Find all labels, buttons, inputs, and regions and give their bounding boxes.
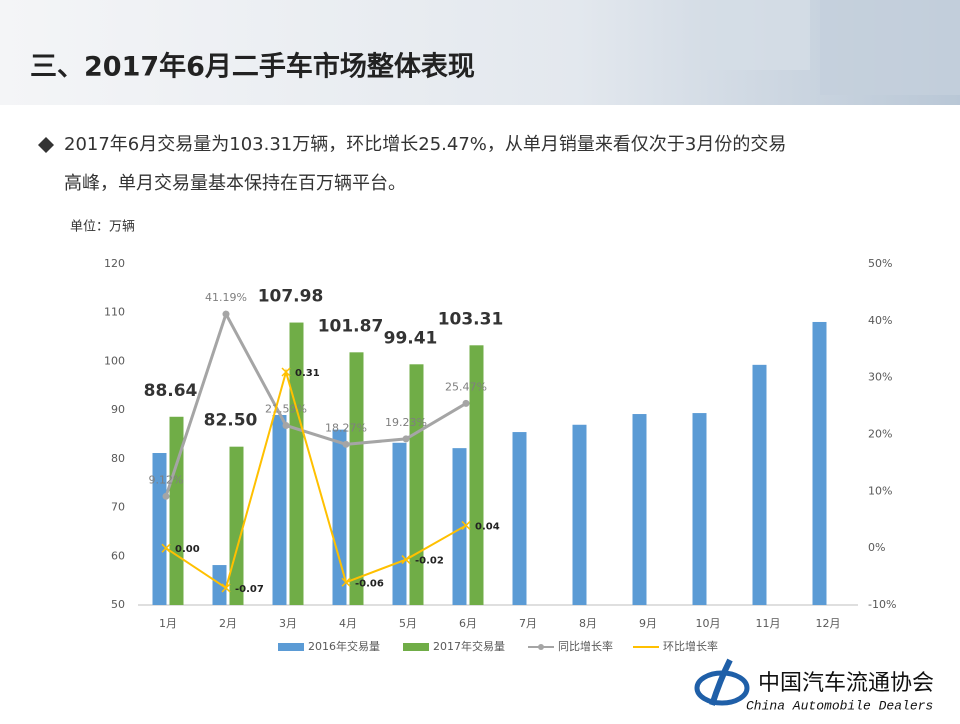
bar [632, 414, 647, 605]
line-marker [161, 543, 171, 553]
org-name: 中国汽车流通协会 [758, 671, 934, 696]
line-marker [401, 555, 411, 565]
unit-label: 单位：万辆 [70, 220, 135, 235]
header-cube [820, 0, 960, 95]
legend-label: 同比增长率 [558, 639, 613, 653]
legend-swatch [278, 643, 304, 651]
y-tick-label: 60 [111, 549, 125, 562]
bar [512, 432, 527, 605]
data-label: 88.64 [144, 381, 198, 401]
bar [812, 321, 827, 605]
x-tick-label: 7月 [519, 617, 537, 630]
bar [752, 364, 767, 605]
bar [289, 322, 304, 605]
y-tick-label: 80 [111, 452, 125, 465]
data-label: 25.47% [445, 380, 487, 393]
bar [212, 565, 227, 605]
x-tick-label: 1月 [159, 617, 177, 630]
y-tick-label: 70 [111, 501, 125, 514]
y-tick-label: 100 [104, 354, 125, 367]
data-label: -0.07 [235, 584, 264, 595]
line-marker [341, 577, 351, 587]
y-tick-label: 90 [111, 403, 125, 416]
legend-swatch [538, 644, 544, 650]
bar [229, 446, 244, 605]
bar [152, 453, 167, 605]
x-tick-label: 3月 [279, 617, 297, 630]
logo [694, 658, 750, 706]
data-label: 82.50 [204, 411, 258, 431]
y2-tick-label: 40% [868, 314, 892, 327]
data-label: 0.04 [475, 521, 500, 532]
bar [452, 448, 467, 605]
legend-label: 2016年交易量 [308, 639, 380, 653]
data-label: -0.06 [355, 578, 384, 589]
data-label: 9.12% [149, 473, 184, 486]
line-marker [221, 583, 231, 593]
line-marker [342, 440, 350, 448]
y2-tick-label: -10% [868, 598, 896, 611]
bullet-text: 高峰，单月交易量基本保持在百万辆平台。 [64, 173, 406, 194]
y-tick-label: 50 [111, 598, 125, 611]
data-label: 19.23% [385, 416, 427, 429]
data-label: 0.00 [175, 544, 200, 555]
line-marker [402, 435, 410, 443]
data-label: 99.41 [384, 328, 438, 348]
line-marker [462, 399, 470, 407]
bullet-text: 2017年6月交易量为103.31万辆，环比增长25.47%，从单月销量来看仅次… [64, 134, 786, 155]
y2-tick-label: 0% [868, 541, 885, 554]
data-label: 18.27% [325, 421, 367, 434]
x-tick-label: 11月 [756, 617, 781, 630]
bar [469, 345, 484, 605]
bullet-icon [38, 137, 54, 153]
legend-label: 环比增长率 [663, 639, 718, 653]
data-label: 41.19% [205, 291, 247, 304]
y2-tick-label: 30% [868, 371, 892, 384]
y2-tick-label: 50% [868, 257, 892, 270]
legend-swatch [403, 643, 429, 651]
bar [272, 415, 287, 605]
bar [409, 364, 424, 605]
x-tick-label: 9月 [639, 617, 657, 630]
line [164, 310, 467, 497]
x-tick-label: 4月 [339, 617, 357, 630]
data-label: 103.31 [438, 309, 504, 329]
bar [392, 442, 407, 605]
x-tick-label: 8月 [579, 617, 597, 630]
slide-title: 三、2017年6月二手车市场整体表现 [30, 51, 475, 83]
line-marker [162, 492, 170, 500]
x-tick-label: 12月 [816, 617, 841, 630]
logo-swoosh [709, 658, 733, 706]
y-tick-label: 110 [104, 306, 125, 319]
line-marker [461, 520, 471, 530]
x-tick-label: 5月 [399, 617, 417, 630]
y2-tick-label: 10% [868, 484, 892, 497]
data-label: -0.02 [415, 556, 444, 567]
header-cube [700, 0, 810, 70]
x-tick-label: 10月 [696, 617, 721, 630]
line-marker [222, 310, 230, 318]
data-label: 0.31 [295, 368, 320, 379]
line-marker [282, 421, 290, 429]
data-label: 21.59% [265, 402, 307, 415]
org-name-en: China Automobile Dealers [746, 698, 933, 713]
x-tick-label: 6月 [459, 617, 477, 630]
bar [572, 424, 587, 605]
legend-label: 2017年交易量 [433, 639, 505, 653]
data-label: 107.98 [258, 287, 324, 307]
data-label: 101.87 [318, 316, 384, 336]
x-tick-label: 2月 [219, 617, 237, 630]
y2-tick-label: 20% [868, 428, 892, 441]
bar [692, 413, 707, 605]
bar [332, 429, 347, 605]
line [165, 368, 467, 590]
line-marker [281, 367, 291, 377]
y-tick-label: 120 [104, 257, 125, 270]
bar [349, 352, 364, 605]
